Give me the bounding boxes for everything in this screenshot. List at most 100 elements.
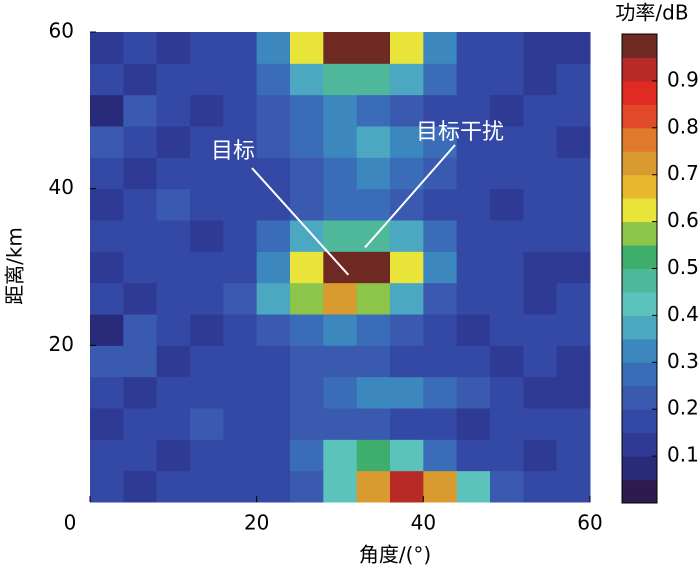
heatmap-cell — [423, 408, 458, 440]
heatmap-cell — [123, 376, 158, 409]
heatmap-cell — [90, 376, 124, 409]
heatmap-cell — [423, 282, 458, 315]
heatmap-cell — [323, 470, 358, 503]
heatmap-cell — [90, 94, 124, 127]
heatmap-cell — [423, 32, 458, 64]
heatmap-cell — [256, 282, 291, 315]
heatmap-cell — [323, 188, 358, 221]
heatmap-cell — [490, 157, 524, 190]
heatmap-cell — [90, 157, 124, 190]
heatmap-cell — [190, 220, 224, 252]
heatmap-cell — [556, 32, 591, 64]
heatmap-cell — [390, 220, 424, 252]
heatmap-cell — [90, 32, 124, 64]
heatmap-cell — [390, 282, 424, 315]
heatmap-cell — [556, 314, 591, 346]
heatmap-cell — [490, 282, 524, 315]
heatmap-cell — [390, 439, 424, 472]
heatmap-cell — [390, 63, 424, 96]
heatmap-cell — [423, 63, 458, 96]
heatmap-cell — [423, 376, 458, 409]
colorbar-segment — [622, 127, 657, 152]
heatmap-cell — [156, 32, 191, 64]
colorbar-segment — [622, 291, 657, 316]
heatmap-cell — [123, 439, 158, 472]
colorbar-segment — [622, 221, 657, 246]
heatmap-cell — [156, 314, 191, 346]
heatmap-cell — [90, 314, 124, 346]
heatmap-cell — [156, 376, 191, 409]
heatmap-cell — [123, 251, 158, 284]
heatmap-cell — [456, 314, 491, 346]
heatmap-cell — [523, 188, 558, 221]
heatmap-cell — [290, 345, 324, 378]
heatmap-cell — [523, 376, 558, 409]
heatmap-cell — [156, 126, 191, 158]
heatmap-cell — [356, 63, 391, 96]
heatmap-cell — [223, 314, 258, 346]
heatmap-cell — [90, 470, 124, 503]
heatmap-cell — [323, 94, 358, 127]
heatmap-cell — [523, 220, 558, 252]
annotation-text: 目标 — [211, 139, 255, 164]
annotation-text: 目标干扰 — [416, 120, 504, 145]
colorbar-tick-label: 0.8 — [667, 114, 699, 138]
x-axis-label: 角度/(°) — [359, 543, 431, 567]
heatmap-cell — [156, 470, 191, 503]
heatmap-cell — [290, 251, 324, 284]
heatmap-cell — [556, 126, 591, 158]
heatmap-cell — [490, 32, 524, 64]
heatmap-cell — [490, 314, 524, 346]
heatmap-cell — [456, 63, 491, 96]
heatmap-cell — [156, 157, 191, 190]
heatmap-cell — [556, 345, 591, 378]
colorbar-segment — [622, 57, 657, 82]
heatmap-cell — [290, 439, 324, 472]
heatmap-cell — [256, 314, 291, 346]
heatmap-cell — [523, 408, 558, 440]
x-tick-label: 0 — [64, 511, 77, 535]
heatmap-cell — [290, 282, 324, 315]
heatmap-cell — [356, 345, 391, 378]
heatmap-cell — [90, 282, 124, 315]
heatmap-cell — [523, 314, 558, 346]
heatmap-cell — [423, 251, 458, 284]
heatmap-cell — [423, 126, 458, 158]
colorbar-segment — [622, 104, 657, 129]
heatmap-cell — [523, 282, 558, 315]
heatmap-cell — [256, 251, 291, 284]
colorbar-tick-label: 0.6 — [667, 208, 699, 232]
y-axis-label: 距离/km — [3, 227, 27, 305]
heatmap-cell — [556, 188, 591, 221]
heatmap-cell — [323, 157, 358, 190]
heatmap-cell — [223, 126, 258, 158]
colorbar-tick-label: 0.5 — [667, 255, 699, 279]
colorbar-segment — [622, 409, 657, 434]
heatmap-cell — [356, 376, 391, 409]
heatmap-cell — [123, 63, 158, 96]
heatmap-cell — [223, 345, 258, 378]
heatmap-cell — [156, 220, 191, 252]
heatmap-cell — [223, 32, 258, 64]
heatmap-cell — [356, 282, 391, 315]
colorbar-segment — [622, 385, 657, 410]
heatmap-cell — [556, 408, 591, 440]
heatmap-cell — [223, 188, 258, 221]
colorbar-segment — [622, 198, 657, 223]
heatmap-cell — [156, 345, 191, 378]
heatmap-cell — [323, 376, 358, 409]
heatmap-cell — [556, 63, 591, 96]
heatmap-cell — [190, 376, 224, 409]
heatmap-cell — [456, 251, 491, 284]
heatmap-cell — [123, 157, 158, 190]
colorbar-segment — [622, 456, 657, 481]
heatmap-cell — [356, 126, 391, 158]
heatmap-cell — [490, 345, 524, 378]
heatmap-cell — [256, 376, 291, 409]
heatmap-cell — [390, 157, 424, 190]
colorbar-segment — [622, 315, 657, 340]
heatmap-cell — [156, 251, 191, 284]
heatmap-cell — [556, 439, 591, 472]
heatmap-cell — [323, 282, 358, 315]
heatmap-cell — [190, 32, 224, 64]
